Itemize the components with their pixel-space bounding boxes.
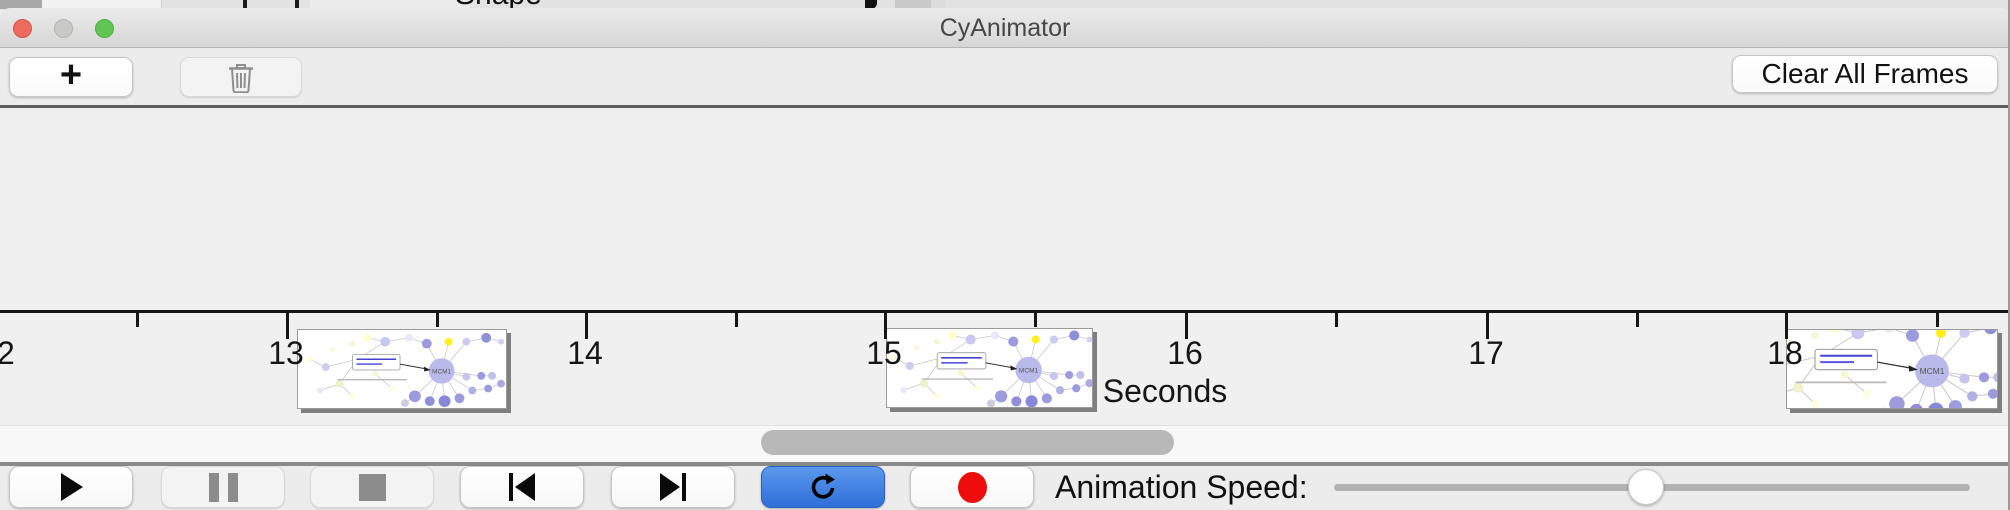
tick-mark xyxy=(1335,313,1338,327)
skip-to-end-button[interactable] xyxy=(611,466,735,508)
timeline-scrollbar[interactable] xyxy=(0,425,2008,462)
pause-icon xyxy=(208,472,238,502)
tick-label: 14 xyxy=(567,335,603,371)
scrollbar-thumb[interactable] xyxy=(761,430,1174,455)
stop-button[interactable] xyxy=(310,466,434,508)
background-fragment xyxy=(243,0,247,10)
frame-thumbnail[interactable]: MCM1 xyxy=(886,328,1093,408)
delete-frame-button[interactable] xyxy=(180,57,302,97)
tick-label: 15 xyxy=(866,335,902,371)
tick-label: 18 xyxy=(1767,335,1803,371)
tick-mark xyxy=(1185,313,1188,339)
background-fragment xyxy=(42,0,162,9)
animation-speed-label: Animation Speed: xyxy=(1055,469,1308,505)
frame-thumbnail[interactable]: MCM1 xyxy=(297,329,507,409)
timeline-ruler xyxy=(0,310,2008,313)
background-fragment xyxy=(895,0,945,9)
tick-mark xyxy=(1486,313,1489,339)
animation-speed-slider[interactable] xyxy=(1334,466,1970,508)
clear-all-frames-label: Clear All Frames xyxy=(1761,58,1969,89)
play-button[interactable] xyxy=(9,466,133,508)
window-title: CyAnimator xyxy=(939,14,1071,42)
toolbar: + Clear All Frames xyxy=(0,48,2008,108)
timeline-panel[interactable]: MCM1 xyxy=(0,111,2008,425)
svg-text:MCM1: MCM1 xyxy=(1019,367,1039,374)
minimize-button[interactable] xyxy=(54,19,73,38)
network-graph: MCM1 xyxy=(306,332,506,408)
tick-mark xyxy=(1785,313,1788,339)
pause-button[interactable] xyxy=(161,466,285,508)
tick-mark xyxy=(1636,313,1639,327)
tick-mark xyxy=(136,313,139,327)
tick-mark xyxy=(286,313,289,339)
tick-mark xyxy=(884,313,887,339)
speed-slider-thumb[interactable] xyxy=(1628,469,1664,505)
trash-icon xyxy=(229,64,253,93)
zoom-button[interactable] xyxy=(95,19,114,38)
background-fragment xyxy=(0,0,42,9)
tick-label: 12 xyxy=(0,335,15,372)
tick-label: 13 xyxy=(268,335,304,371)
playback-bar: Animation Speed: xyxy=(0,466,2008,510)
axis-label: Seconds xyxy=(1102,373,1228,409)
stop-icon xyxy=(358,473,386,501)
background-fragment xyxy=(310,0,470,9)
divider xyxy=(0,462,2008,466)
tick-mark xyxy=(436,313,439,327)
add-frame-button[interactable]: + xyxy=(9,53,133,97)
title-bar: CyAnimator xyxy=(0,8,2008,48)
svg-text:MCM1: MCM1 xyxy=(1920,366,1945,376)
frame-thumbnail[interactable]: MCM1 xyxy=(1786,329,1998,409)
network-graph: MCM1 xyxy=(890,330,1092,407)
background-shape-label: Shape xyxy=(455,0,625,10)
tick-mark xyxy=(585,313,588,339)
tick-mark xyxy=(1034,313,1037,327)
plus-icon: + xyxy=(59,53,83,96)
background-app-strip: Shape xyxy=(0,0,2008,10)
tick-label: 16 xyxy=(1167,335,1203,371)
clear-all-frames-button[interactable]: Clear All Frames xyxy=(1732,55,1998,93)
record-icon xyxy=(957,471,987,503)
record-button[interactable] xyxy=(910,466,1034,508)
close-button[interactable] xyxy=(13,19,32,38)
network-graph: MCM1 xyxy=(1787,330,1997,408)
loop-button[interactable] xyxy=(761,466,885,508)
skip-to-start-button[interactable] xyxy=(460,466,584,508)
tick-label: 17 xyxy=(1468,335,1504,371)
play-icon xyxy=(61,473,83,501)
background-fragment xyxy=(295,0,299,10)
skip-to-end-icon xyxy=(660,473,686,501)
tick-mark xyxy=(1936,313,1939,327)
svg-text:MCM1: MCM1 xyxy=(432,368,451,375)
tick-mark xyxy=(735,313,738,327)
background-fragment xyxy=(865,0,877,9)
skip-to-start-icon xyxy=(509,473,535,501)
loop-icon xyxy=(811,473,835,499)
